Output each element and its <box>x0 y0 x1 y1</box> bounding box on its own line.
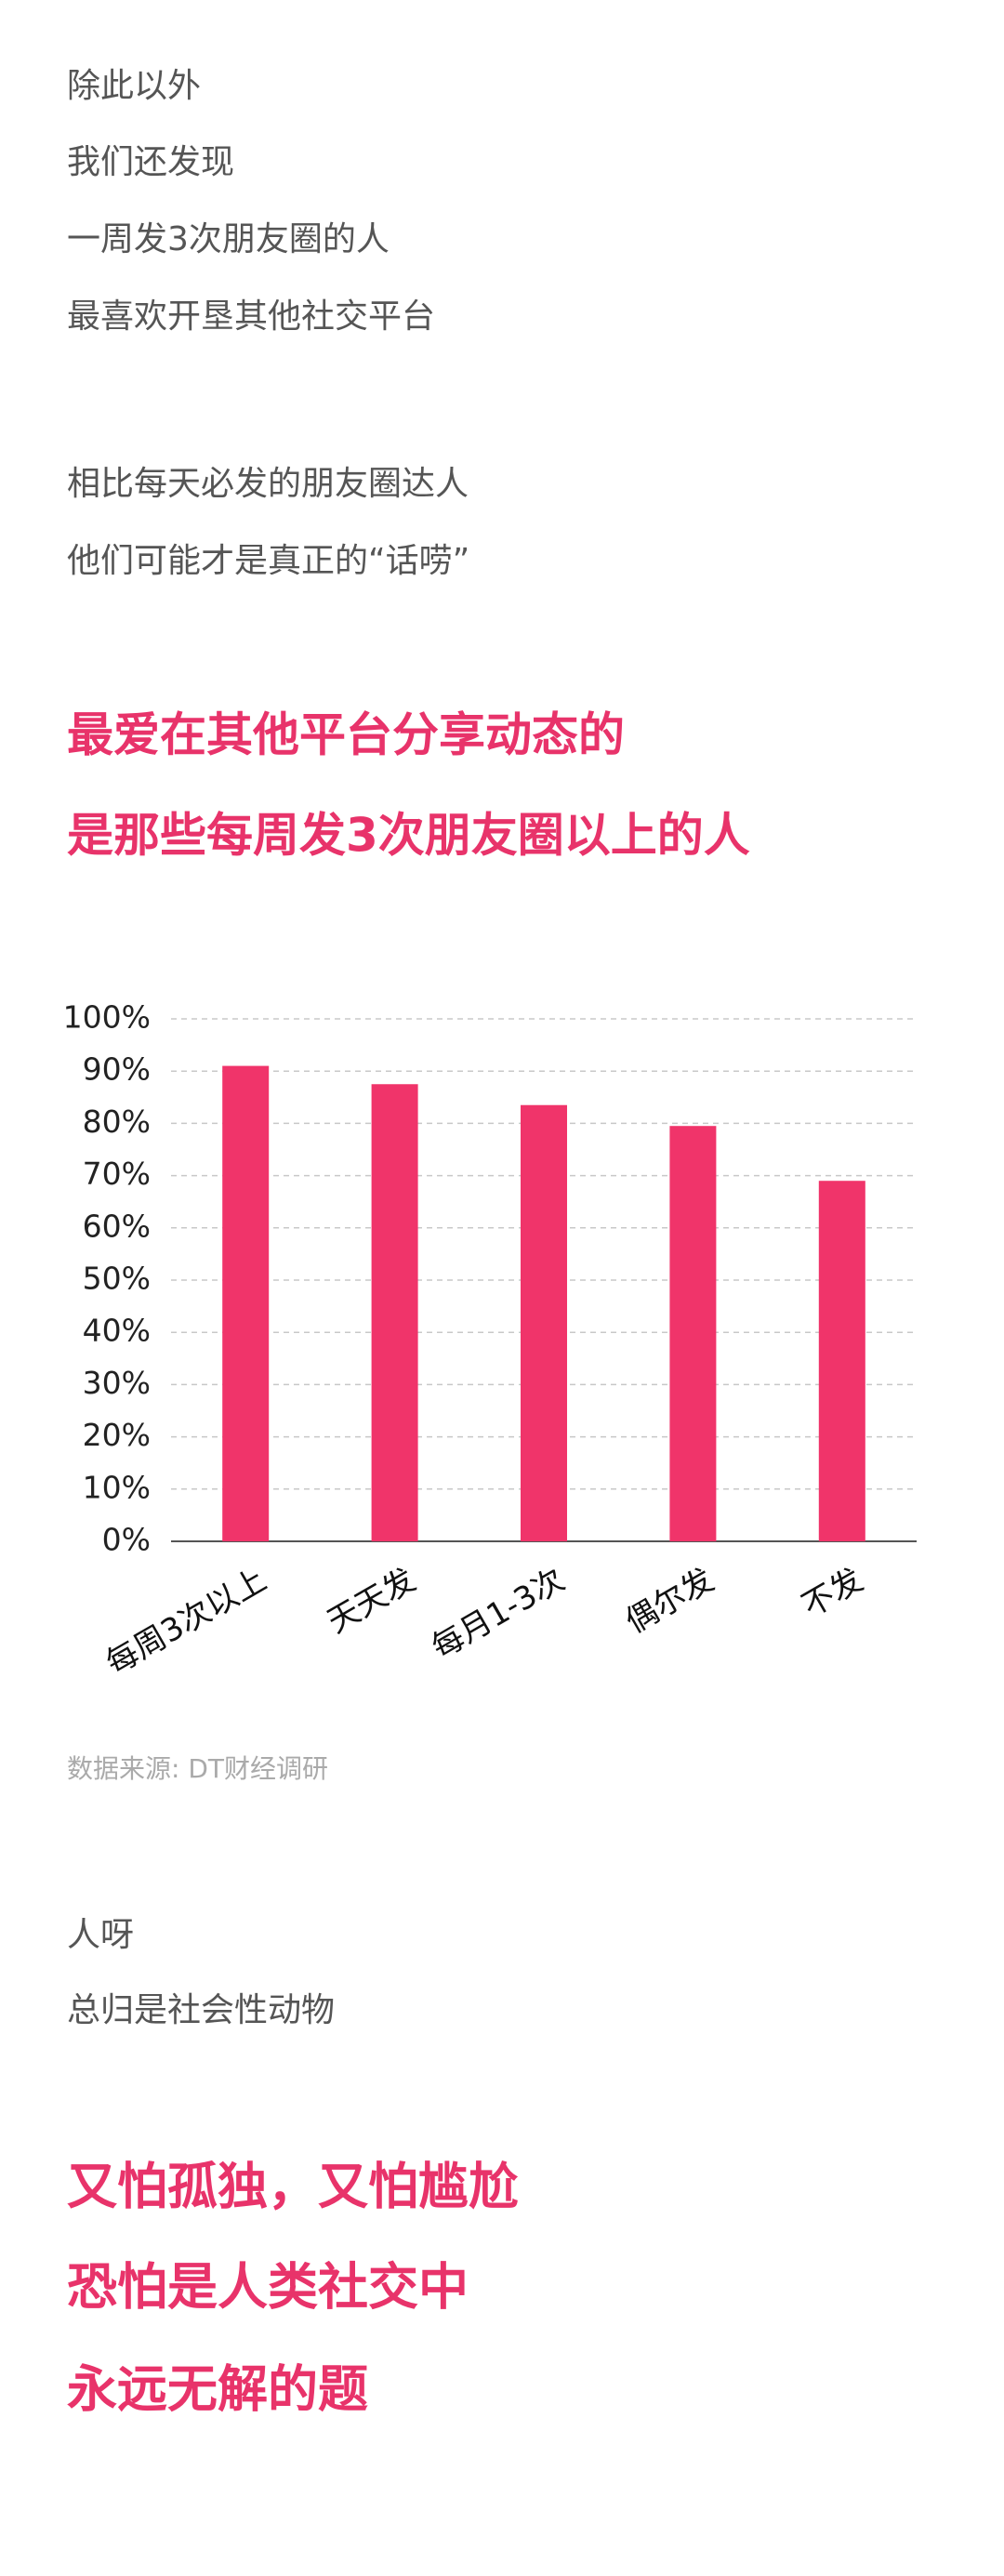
x-tick-label: 每月1-3次 <box>426 1561 571 1666</box>
body-line: 他们可能才是真正的“话唠” <box>67 542 469 580</box>
y-tick-label: 20% <box>83 1417 151 1453</box>
y-tick-label: 0% <box>102 1522 151 1558</box>
bar <box>222 1065 270 1541</box>
body-line: 人呀 <box>67 1916 134 1954</box>
x-tick-label: 不发 <box>796 1561 869 1625</box>
y-tick-label: 100% <box>63 999 151 1036</box>
body-line: 我们还发现 <box>67 143 234 181</box>
body-line: 总归是社会性动物 <box>67 1991 335 2029</box>
body-line: 一周发3次朋友圈的人 <box>67 220 390 258</box>
y-tick-label: 30% <box>83 1365 151 1401</box>
y-tick-label: 60% <box>83 1208 151 1244</box>
x-tick-label: 天天发 <box>322 1561 422 1641</box>
closing-line: 永远无解的题 <box>67 2360 368 2419</box>
source: 数据来源: DT财经调研 <box>67 1753 328 1784</box>
y-tick-label: 10% <box>83 1469 151 1505</box>
closing-line: 恐怕是人类社交中 <box>67 2258 469 2317</box>
bar <box>371 1084 418 1541</box>
body-line: 除此以外 <box>67 67 201 105</box>
y-tick-label: 40% <box>83 1313 151 1349</box>
headline: 最爱在其他平台分享动态的 <box>67 708 625 762</box>
closing-line: 又怕孤独，又怕尴尬 <box>67 2158 519 2216</box>
headline: 是那些每周发3次朋友圈以上的人 <box>67 809 750 863</box>
body-line: 最喜欢开垦其他社交平台 <box>67 297 435 336</box>
x-tick-label: 每周3次以上 <box>99 1561 272 1682</box>
body-line: 相比每天必发的朋友圈达人 <box>67 465 469 503</box>
y-tick-label: 70% <box>83 1156 151 1192</box>
bar <box>521 1104 567 1541</box>
x-tick-label: 偶尔发 <box>619 1561 720 1641</box>
bar <box>818 1181 865 1541</box>
y-tick-label: 80% <box>83 1103 151 1140</box>
bar <box>669 1126 717 1541</box>
y-tick-label: 90% <box>83 1051 151 1088</box>
y-tick-label: 50% <box>83 1261 151 1297</box>
